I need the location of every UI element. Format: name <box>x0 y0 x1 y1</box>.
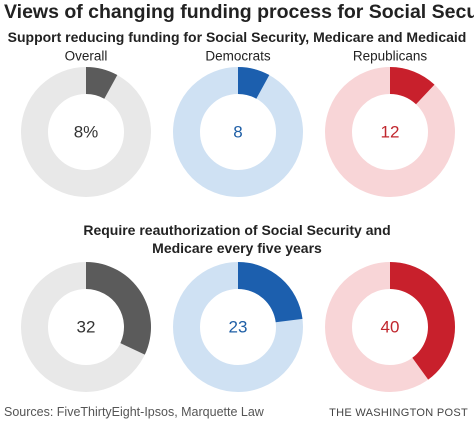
donut-slice <box>238 262 303 323</box>
value-label: 8 <box>233 122 242 141</box>
donut-slice <box>390 67 435 105</box>
column-label: Democrats <box>205 49 271 64</box>
column-label: Overall <box>65 49 108 64</box>
source: Sources: FiveThirtyEight-Ipsos, Marquett… <box>4 405 264 419</box>
value-label: 8% <box>74 122 99 141</box>
page-title: Views of changing funding process for So… <box>4 1 474 23</box>
value-label: 40 <box>381 317 400 336</box>
donut-slice <box>86 67 118 99</box>
value-label: 32 <box>77 317 96 336</box>
value-label: 23 <box>229 317 248 336</box>
credit: THE WASHINGTON POST <box>329 407 468 419</box>
donut-slice <box>86 262 151 355</box>
donut-slice <box>390 262 455 380</box>
chart-title: Support reducing funding for Social Secu… <box>7 29 467 45</box>
column-label: Republicans <box>353 49 428 64</box>
value-label: 12 <box>381 122 400 141</box>
chart-title: Require reauthorization of Social Securi… <box>83 222 391 256</box>
donut-slice <box>238 67 270 99</box>
